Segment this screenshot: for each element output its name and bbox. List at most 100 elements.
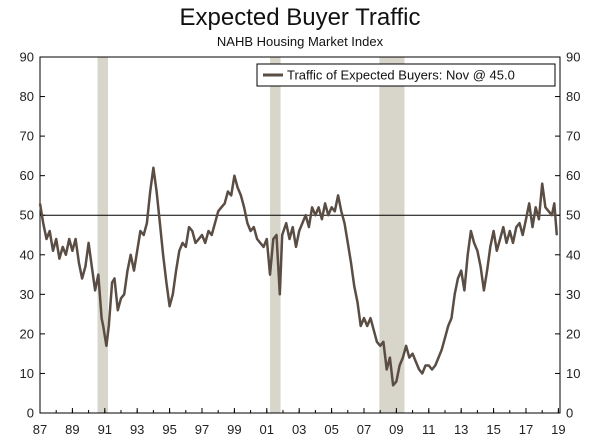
y-tick-label-right-90: 90	[566, 50, 580, 65]
series-point-0-103	[369, 317, 372, 319]
series-point-0-55	[214, 222, 216, 224]
series-line-0	[38, 166, 559, 387]
series-point-0-46	[185, 246, 187, 248]
y-tick-label-right-80: 80	[566, 89, 580, 104]
series-point-0-96	[347, 242, 349, 244]
series-point-0-62	[237, 186, 239, 189]
series-point-0-38	[159, 222, 161, 224]
y-tick-label-left-0: 0	[27, 406, 34, 421]
series-point-0-108	[386, 368, 388, 371]
series-point-0-149	[518, 222, 521, 224]
x-tick-label-91: 91	[98, 422, 112, 437]
y-tick-label-left-30: 30	[20, 287, 34, 302]
series-point-0-10	[71, 250, 73, 252]
series-point-0-60	[230, 194, 232, 197]
series-point-0-76	[281, 234, 283, 236]
y-tick-label-left-70: 70	[20, 129, 34, 144]
series-point-0-122	[431, 368, 433, 371]
plot-border	[39, 56, 561, 414]
series-point-0-99	[356, 301, 359, 303]
series-point-0-129	[454, 293, 456, 295]
series-point-0-33	[143, 234, 145, 236]
series-point-0-8	[65, 254, 67, 256]
series-point-0-14	[84, 266, 86, 268]
series-point-0-77	[285, 222, 287, 224]
series-point-0-65	[246, 222, 248, 224]
series-point-0-39	[162, 254, 164, 256]
series-point-0-142	[496, 250, 498, 252]
series-point-0-115	[408, 357, 410, 359]
series-point-0-31	[136, 250, 138, 252]
series-point-0-113	[402, 357, 404, 359]
series-point-0-32	[139, 230, 142, 232]
series-point-0-101	[363, 317, 365, 319]
recession-band-0	[97, 57, 109, 413]
series-point-0-13	[81, 277, 83, 280]
series-point-0-128	[450, 317, 453, 319]
series-point-0-54	[211, 234, 213, 236]
series-point-0-159	[551, 214, 553, 216]
series-point-0-72	[269, 273, 271, 276]
series-point-0-97	[350, 262, 352, 264]
series-point-0-86	[314, 214, 316, 216]
series-point-0-19	[100, 317, 103, 319]
series-point-0-130	[457, 277, 459, 280]
series-point-0-28	[126, 270, 129, 272]
series-point-0-153	[531, 226, 534, 228]
series-point-0-81	[298, 230, 300, 232]
x-tick-label-11: 11	[422, 422, 436, 437]
series-point-0-120	[424, 364, 427, 367]
y-tick-label-right-40: 40	[566, 247, 580, 262]
series-point-0-124	[437, 357, 440, 359]
series-point-0-26	[120, 297, 122, 299]
series-point-0-52	[204, 242, 206, 244]
series-point-0-137	[480, 266, 482, 268]
series-point-0-144	[502, 226, 504, 228]
series-point-0-7	[62, 246, 64, 248]
series-point-0-125	[441, 349, 443, 351]
series-point-0-15	[87, 242, 90, 244]
series-point-0-79	[292, 226, 294, 228]
series-point-0-105	[376, 341, 378, 343]
series-point-0-85	[311, 206, 313, 208]
y-tick-label-left-80: 80	[20, 89, 34, 104]
series-point-0-70	[262, 246, 265, 248]
series-point-0-3	[49, 230, 51, 232]
series-point-0-9	[68, 238, 70, 240]
series-point-0-68	[256, 238, 258, 240]
y-tick-label-right-50: 50	[566, 208, 580, 223]
series-point-0-95	[343, 222, 346, 224]
series-point-0-22	[108, 325, 110, 327]
series-point-0-66	[249, 230, 252, 232]
series-point-0-134	[470, 230, 472, 232]
x-tick-label-87: 87	[33, 422, 47, 437]
series-point-0-24	[113, 277, 116, 280]
y-tick-label-right-20: 20	[566, 326, 580, 341]
series-point-0-157	[544, 206, 547, 208]
chart-title: Expected Buyer Traffic	[179, 4, 421, 31]
series-point-0-83	[305, 214, 307, 216]
series-point-0-78	[288, 238, 291, 240]
series-point-0-82	[301, 222, 304, 224]
x-tick-label-07: 07	[357, 422, 371, 437]
series-point-0-27	[123, 293, 125, 295]
y-tick-label-left-40: 40	[20, 247, 34, 262]
series-point-0-135	[473, 242, 475, 244]
series-point-0-29	[130, 254, 132, 256]
series-point-0-42	[172, 293, 174, 295]
series-point-0-50	[198, 238, 200, 240]
chart-subtitle: NAHB Housing Market Index	[216, 34, 384, 49]
series-point-0-48	[191, 230, 193, 232]
series-point-0-139	[486, 270, 488, 272]
series-point-0-93	[337, 194, 339, 197]
y-tick-label-left-90: 90	[20, 50, 34, 65]
series-point-0-104	[373, 329, 375, 331]
series-point-0-91	[330, 206, 333, 208]
series-point-0-67	[253, 226, 255, 228]
series-point-0-64	[243, 206, 245, 208]
legend-label: Traffic of Expected Buyers: Nov @ 45.0	[287, 68, 515, 83]
series-point-0-109	[389, 357, 391, 359]
series-point-0-6	[58, 258, 61, 260]
series-point-0-114	[405, 345, 407, 347]
